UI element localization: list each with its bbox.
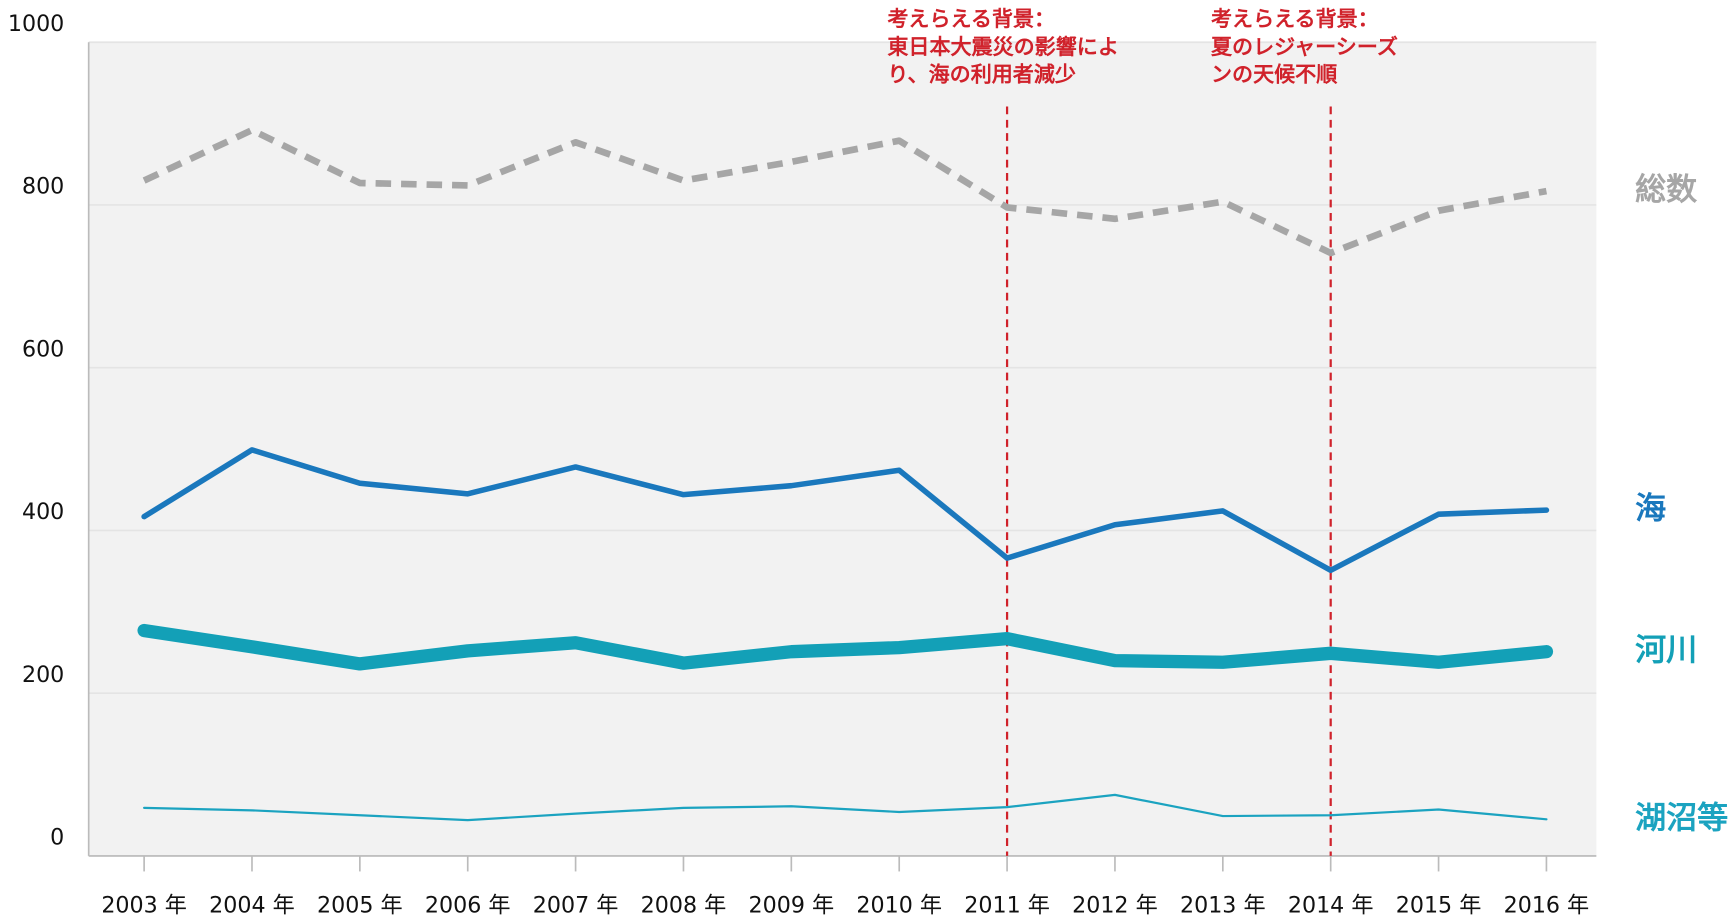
annotation-text: 東日本大震災の影響によ — [887, 34, 1119, 59]
annotation-text: 考えらえる背景： — [1211, 6, 1379, 31]
x-tick-label: 2012 年 — [1072, 892, 1158, 917]
annotation-text: 考えらえる背景： — [887, 6, 1055, 31]
y-tick-label: 1000 — [8, 11, 64, 37]
annotation-text: 夏のレジャーシーズ — [1211, 34, 1398, 59]
x-tick-label: 2003 年 — [101, 892, 187, 917]
y-tick-label: 800 — [22, 174, 64, 200]
series-label: 河川 — [1635, 633, 1697, 669]
plot-background — [88, 42, 1597, 856]
series-line — [137, 623, 1554, 671]
y-tick-label: 600 — [22, 336, 64, 362]
series-line — [142, 126, 1548, 257]
series-line — [141, 447, 1550, 574]
annotation-text: ンの天候不順 — [1211, 61, 1338, 86]
x-tick-label: 2004 年 — [209, 892, 295, 917]
y-tick-label: 400 — [22, 499, 64, 525]
x-tick-label: 2011 年 — [964, 892, 1050, 917]
x-tick-label: 2009 年 — [749, 892, 835, 917]
series-label: 総数 — [1635, 172, 1698, 208]
x-tick-label: 2014 年 — [1288, 892, 1374, 917]
x-tick-label: 2013 年 — [1180, 892, 1266, 917]
x-tick-label: 2015 年 — [1396, 892, 1482, 917]
x-tick-label: 2016 年 — [1504, 892, 1590, 917]
series-label: 海 — [1635, 491, 1666, 527]
series-line — [143, 793, 1548, 822]
x-tick-label: 2008 年 — [641, 892, 727, 917]
annotation-text: り、海の利用者減少 — [887, 61, 1076, 86]
x-tick-label: 2007 年 — [533, 892, 619, 917]
y-tick-label: 200 — [22, 662, 64, 688]
x-tick-label: 2006 年 — [425, 892, 511, 917]
series-label: 湖沼等 — [1635, 800, 1728, 836]
x-tick-label: 2005 年 — [317, 892, 403, 917]
y-tick-label: 0 — [50, 825, 64, 851]
x-tick-label: 2010 年 — [856, 892, 942, 917]
